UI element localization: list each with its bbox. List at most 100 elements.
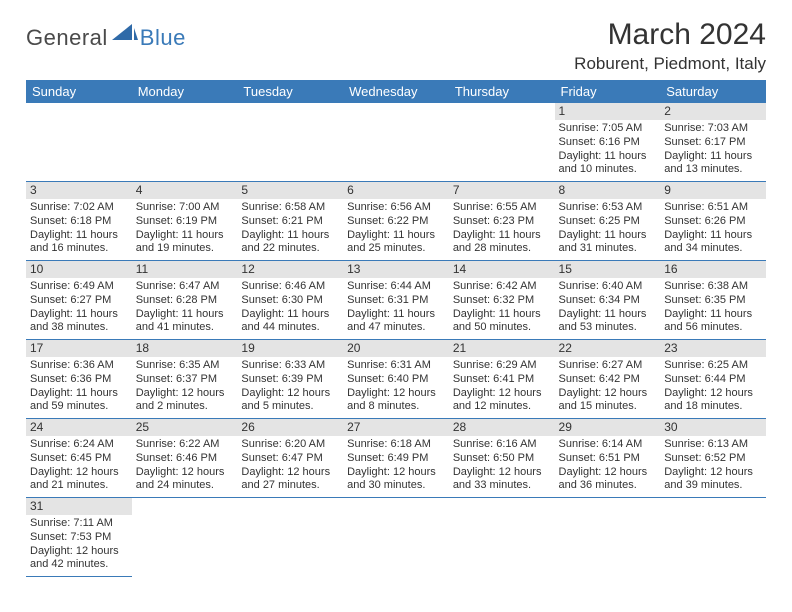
calendar-cell: 24Sunrise: 6:24 AMSunset: 6:45 PMDayligh… bbox=[26, 419, 132, 498]
sunrise-text: Sunrise: 6:25 AM bbox=[664, 359, 762, 373]
daylight-text-2: and 59 minutes. bbox=[30, 400, 128, 414]
logo-text-blue: Blue bbox=[140, 25, 186, 51]
sunrise-text: Sunrise: 6:42 AM bbox=[453, 280, 551, 294]
sunset-text: Sunset: 6:27 PM bbox=[30, 294, 128, 308]
sunset-text: Sunset: 6:42 PM bbox=[559, 373, 657, 387]
daylight-text: Daylight: 11 hours bbox=[559, 308, 657, 322]
day-number: 21 bbox=[449, 340, 555, 357]
daylight-text: Daylight: 12 hours bbox=[664, 466, 762, 480]
day-details: Sunrise: 6:51 AMSunset: 6:26 PMDaylight:… bbox=[660, 199, 766, 260]
day-number: 18 bbox=[132, 340, 238, 357]
day-details: Sunrise: 6:47 AMSunset: 6:28 PMDaylight:… bbox=[132, 278, 238, 339]
calendar-cell: 11Sunrise: 6:47 AMSunset: 6:28 PMDayligh… bbox=[132, 261, 238, 340]
daylight-text-2: and 2 minutes. bbox=[136, 400, 234, 414]
daylight-text-2: and 16 minutes. bbox=[30, 242, 128, 256]
daylight-text-2: and 53 minutes. bbox=[559, 321, 657, 335]
daylight-text: Daylight: 11 hours bbox=[453, 308, 551, 322]
sunrise-text: Sunrise: 6:35 AM bbox=[136, 359, 234, 373]
sunrise-text: Sunrise: 6:58 AM bbox=[241, 201, 339, 215]
daylight-text: Daylight: 11 hours bbox=[664, 229, 762, 243]
daylight-text-2: and 39 minutes. bbox=[664, 479, 762, 493]
day-details: Sunrise: 6:24 AMSunset: 6:45 PMDaylight:… bbox=[26, 436, 132, 497]
daylight-text: Daylight: 12 hours bbox=[136, 466, 234, 480]
daylight-text: Daylight: 12 hours bbox=[241, 466, 339, 480]
sunset-text: Sunset: 6:37 PM bbox=[136, 373, 234, 387]
day-details: Sunrise: 7:05 AMSunset: 6:16 PMDaylight:… bbox=[555, 120, 661, 181]
sunrise-text: Sunrise: 6:29 AM bbox=[453, 359, 551, 373]
sunrise-text: Sunrise: 6:13 AM bbox=[664, 438, 762, 452]
sunrise-text: Sunrise: 6:51 AM bbox=[664, 201, 762, 215]
sunset-text: Sunset: 6:36 PM bbox=[30, 373, 128, 387]
daylight-text: Daylight: 12 hours bbox=[453, 466, 551, 480]
calendar-cell bbox=[660, 498, 766, 577]
calendar-cell: 20Sunrise: 6:31 AMSunset: 6:40 PMDayligh… bbox=[343, 340, 449, 419]
day-number: 29 bbox=[555, 419, 661, 436]
calendar-cell: 9Sunrise: 6:51 AMSunset: 6:26 PMDaylight… bbox=[660, 182, 766, 261]
sunrise-text: Sunrise: 6:44 AM bbox=[347, 280, 445, 294]
sunset-text: Sunset: 6:30 PM bbox=[241, 294, 339, 308]
sunset-text: Sunset: 6:16 PM bbox=[559, 136, 657, 150]
day-number: 1 bbox=[555, 103, 661, 120]
day-details: Sunrise: 6:38 AMSunset: 6:35 PMDaylight:… bbox=[660, 278, 766, 339]
sunset-text: Sunset: 7:53 PM bbox=[30, 531, 128, 545]
daylight-text-2: and 27 minutes. bbox=[241, 479, 339, 493]
sunset-text: Sunset: 6:21 PM bbox=[241, 215, 339, 229]
sunset-text: Sunset: 6:39 PM bbox=[241, 373, 339, 387]
day-details: Sunrise: 6:14 AMSunset: 6:51 PMDaylight:… bbox=[555, 436, 661, 497]
day-details: Sunrise: 6:49 AMSunset: 6:27 PMDaylight:… bbox=[26, 278, 132, 339]
title-block: March 2024 Roburent, Piedmont, Italy bbox=[574, 18, 766, 74]
daylight-text-2: and 28 minutes. bbox=[453, 242, 551, 256]
daylight-text-2: and 21 minutes. bbox=[30, 479, 128, 493]
calendar-cell bbox=[132, 498, 238, 577]
day-details: Sunrise: 6:29 AMSunset: 6:41 PMDaylight:… bbox=[449, 357, 555, 418]
daylight-text: Daylight: 11 hours bbox=[453, 229, 551, 243]
calendar-cell: 8Sunrise: 6:53 AMSunset: 6:25 PMDaylight… bbox=[555, 182, 661, 261]
day-number: 6 bbox=[343, 182, 449, 199]
daylight-text: Daylight: 11 hours bbox=[664, 308, 762, 322]
sunrise-text: Sunrise: 6:16 AM bbox=[453, 438, 551, 452]
day-details: Sunrise: 6:36 AMSunset: 6:36 PMDaylight:… bbox=[26, 357, 132, 418]
calendar-cell bbox=[237, 498, 343, 577]
calendar-cell bbox=[449, 103, 555, 182]
sunset-text: Sunset: 6:25 PM bbox=[559, 215, 657, 229]
sunrise-text: Sunrise: 6:53 AM bbox=[559, 201, 657, 215]
daylight-text-2: and 56 minutes. bbox=[664, 321, 762, 335]
day-number: 10 bbox=[26, 261, 132, 278]
day-header: Monday bbox=[132, 80, 238, 103]
day-details: Sunrise: 6:20 AMSunset: 6:47 PMDaylight:… bbox=[237, 436, 343, 497]
day-details: Sunrise: 6:22 AMSunset: 6:46 PMDaylight:… bbox=[132, 436, 238, 497]
day-details: Sunrise: 7:00 AMSunset: 6:19 PMDaylight:… bbox=[132, 199, 238, 260]
sunrise-text: Sunrise: 6:36 AM bbox=[30, 359, 128, 373]
calendar-cell bbox=[237, 103, 343, 182]
calendar-week-row: 31Sunrise: 7:11 AMSunset: 7:53 PMDayligh… bbox=[26, 498, 766, 577]
day-details: Sunrise: 7:03 AMSunset: 6:17 PMDaylight:… bbox=[660, 120, 766, 181]
sunset-text: Sunset: 6:31 PM bbox=[347, 294, 445, 308]
day-number: 22 bbox=[555, 340, 661, 357]
daylight-text: Daylight: 11 hours bbox=[347, 229, 445, 243]
daylight-text-2: and 5 minutes. bbox=[241, 400, 339, 414]
calendar-cell bbox=[555, 498, 661, 577]
daylight-text: Daylight: 11 hours bbox=[664, 150, 762, 164]
day-number: 24 bbox=[26, 419, 132, 436]
sunrise-text: Sunrise: 6:56 AM bbox=[347, 201, 445, 215]
daylight-text-2: and 41 minutes. bbox=[136, 321, 234, 335]
calendar-cell bbox=[343, 103, 449, 182]
calendar-cell: 21Sunrise: 6:29 AMSunset: 6:41 PMDayligh… bbox=[449, 340, 555, 419]
sunrise-text: Sunrise: 7:05 AM bbox=[559, 122, 657, 136]
calendar-cell: 30Sunrise: 6:13 AMSunset: 6:52 PMDayligh… bbox=[660, 419, 766, 498]
sunrise-text: Sunrise: 6:18 AM bbox=[347, 438, 445, 452]
calendar-cell: 4Sunrise: 7:00 AMSunset: 6:19 PMDaylight… bbox=[132, 182, 238, 261]
day-number: 30 bbox=[660, 419, 766, 436]
day-header: Tuesday bbox=[237, 80, 343, 103]
day-details: Sunrise: 7:02 AMSunset: 6:18 PMDaylight:… bbox=[26, 199, 132, 260]
daylight-text: Daylight: 11 hours bbox=[347, 308, 445, 322]
day-details: Sunrise: 6:27 AMSunset: 6:42 PMDaylight:… bbox=[555, 357, 661, 418]
daylight-text: Daylight: 11 hours bbox=[136, 308, 234, 322]
calendar-week-row: 10Sunrise: 6:49 AMSunset: 6:27 PMDayligh… bbox=[26, 261, 766, 340]
day-header: Saturday bbox=[660, 80, 766, 103]
daylight-text: Daylight: 11 hours bbox=[30, 387, 128, 401]
sunset-text: Sunset: 6:50 PM bbox=[453, 452, 551, 466]
logo-text-general: General bbox=[26, 25, 108, 51]
day-header: Friday bbox=[555, 80, 661, 103]
day-number: 11 bbox=[132, 261, 238, 278]
